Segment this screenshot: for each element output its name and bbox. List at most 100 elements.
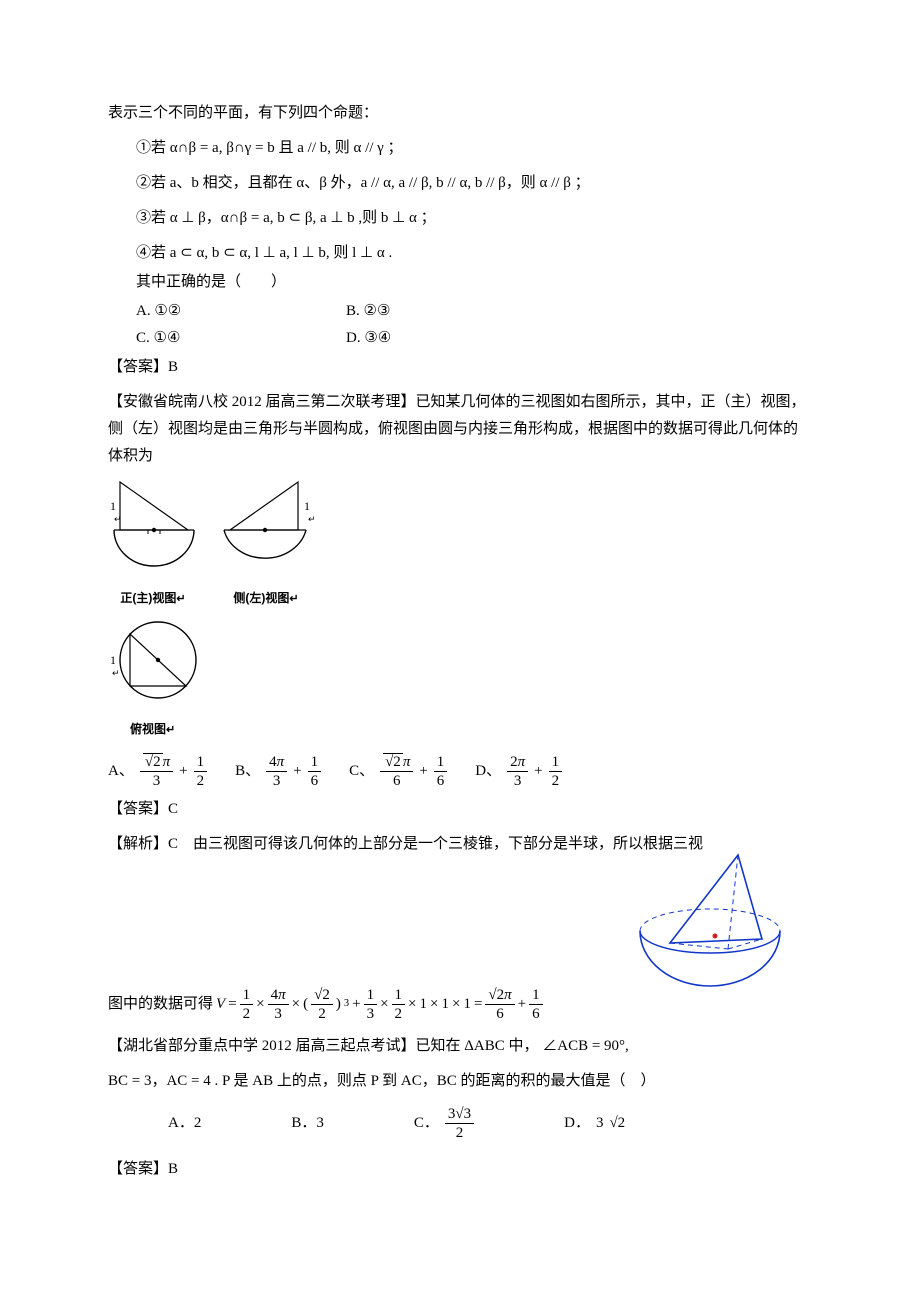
f-V: V xyxy=(216,991,225,1018)
q3-opt-a: A．2 xyxy=(168,1110,201,1137)
c-plus: + xyxy=(419,758,427,785)
b-den1: 3 xyxy=(266,772,287,790)
q2-opt-a: A、 √2π3 + 12 xyxy=(108,753,207,790)
side-view-svg: 1 ↵ xyxy=(216,480,316,575)
d-num2: 1 xyxy=(549,753,563,772)
f-one2: 1 xyxy=(441,991,449,1018)
q2-choices: A、 √2π3 + 12 B、 4π3 + 16 C、 √2π6 + 16 D、… xyxy=(108,753,810,790)
analysis-l2-prefix: 图中的数据可得 xyxy=(108,991,213,1018)
f-third-d: 3 xyxy=(364,1005,378,1023)
q2-analysis: 【解析】C 由三视图可得该几何体的上部分是一个三棱锥，下部分是半球，所以根据三视… xyxy=(108,831,810,1023)
side-dim: 1 xyxy=(304,499,310,513)
opt-c-label: C、 xyxy=(349,758,374,785)
q1-opt-d: D. ③④ xyxy=(346,325,556,352)
q1-opts-row2: C. ①④ D. ③④ xyxy=(108,325,810,352)
hemisphere-figure-icon xyxy=(620,851,800,1001)
opt-a-label: A、 xyxy=(108,758,134,785)
top-view-svg: 1 ↵ xyxy=(108,616,203,706)
front-view: 1 ↵ 正(主)视图↵ xyxy=(108,480,198,610)
q2-views-container: 1 ↵ 正(主)视图↵ 1 ↵ 侧(左)视图↵ 1 ↵ 俯视图 xyxy=(108,480,810,741)
f-t1: × xyxy=(256,991,264,1018)
q3-choices: A．2 B．3 C． 3√32 D． 3√2 xyxy=(108,1105,810,1142)
side-view: 1 ↵ 侧(左)视图↵ xyxy=(216,480,316,610)
q2-opt-b: B、 4π3 + 16 xyxy=(235,753,321,790)
opt-b-label: B、 xyxy=(235,758,260,785)
q2-answer: 【答案】C xyxy=(108,796,810,823)
q3-opt-d: D． 3√2 xyxy=(564,1110,625,1137)
f-eq1: = xyxy=(228,991,236,1018)
f-cube: 3 xyxy=(344,995,349,1014)
f-4pi-den: 3 xyxy=(268,1005,289,1023)
q3-c-label: C． xyxy=(414,1110,439,1137)
f-res1d: 6 xyxy=(485,1005,514,1023)
c-den1: 6 xyxy=(380,772,413,790)
q3-c-den: 2 xyxy=(445,1124,474,1142)
f-half-num: 1 xyxy=(240,986,254,1005)
opt-d-label: D、 xyxy=(475,758,501,785)
f-half2-n: 1 xyxy=(392,986,406,1005)
q1-intro: 表示三个不同的平面，有下列四个命题： xyxy=(108,100,810,127)
d-den2: 2 xyxy=(549,772,563,790)
front-return: ↵ xyxy=(114,514,122,524)
q1-stmt-3: ③若 α ⊥ β，α∩β = a, b ⊂ β, a ⊥ b ,则 b ⊥ α … xyxy=(108,205,810,232)
f-sqrt2n: √2 xyxy=(314,987,330,1003)
f-res1n: √2 xyxy=(488,987,504,1003)
q1-stmt-2: ②若 a、b 相交，且都在 α、β 外，a // α, a // β, b //… xyxy=(108,170,810,197)
q3-line2: BC = 3，AC = 4 . P 是 AB 上的点，则点 P 到 AC，BC … xyxy=(108,1068,810,1095)
b-den2: 6 xyxy=(308,772,322,790)
top-view: 1 ↵ 俯视图↵ xyxy=(108,616,810,741)
a-plus: + xyxy=(179,758,187,785)
q3-c-sqrt: √3 xyxy=(455,1106,471,1122)
c-num2: 1 xyxy=(434,753,448,772)
q1-stmt-1: ①若 α∩β = a, β∩γ = b 且 a // b, 则 α // γ ； xyxy=(108,135,810,162)
b-plus: + xyxy=(293,758,301,785)
f-t2: × xyxy=(292,991,300,1018)
f-t5: × xyxy=(430,991,438,1018)
side-caption: 侧(左)视图 xyxy=(233,591,289,605)
return-icon-2: ↵ xyxy=(289,593,298,605)
f-third-n: 1 xyxy=(364,986,378,1005)
q2-opt-d: D、 2π3 + 12 xyxy=(475,753,562,790)
f-rp: ) xyxy=(336,991,341,1018)
f-one3: 1 xyxy=(463,991,471,1018)
return-icon: ↵ xyxy=(176,593,185,605)
f-t3: × xyxy=(380,991,388,1018)
f-half2-d: 2 xyxy=(392,1005,406,1023)
f-eq2: = xyxy=(474,991,482,1018)
q3-d-label: D． xyxy=(564,1110,590,1137)
f-res2n: 1 xyxy=(529,986,543,1005)
side-return: ↵ xyxy=(308,514,316,524)
b-num2: 1 xyxy=(308,753,322,772)
q3-d-sqrt: √2 xyxy=(609,1110,625,1137)
f-one1: 1 xyxy=(420,991,428,1018)
c-num1: √2 xyxy=(383,753,403,770)
q3-answer: 【答案】B xyxy=(108,1156,810,1183)
f-res2d: 6 xyxy=(529,1005,543,1023)
f-t6: × xyxy=(452,991,460,1018)
a-num1: √2 xyxy=(143,753,163,770)
q1-prompt: 其中正确的是（ ） xyxy=(108,269,810,296)
d-den1: 3 xyxy=(507,772,528,790)
return-icon-3: ↵ xyxy=(166,724,175,736)
f-t4: × xyxy=(408,991,416,1018)
q3-source: 【湖北省部分重点中学 2012 届高三起点考试】已知在 ΔABC 中， ∠ACB… xyxy=(108,1033,810,1060)
front-dim: 1 xyxy=(110,499,116,513)
top-caption: 俯视图 xyxy=(130,722,166,736)
f-p1: + xyxy=(352,991,360,1018)
q1-opts-row1: A. ①② B. ②③ xyxy=(108,298,810,325)
d-plus: + xyxy=(534,758,542,785)
q3-opt-b: B．3 xyxy=(291,1110,324,1137)
front-view-svg: 1 ↵ xyxy=(108,480,198,575)
q1-opt-a: A. ①② xyxy=(136,298,346,325)
f-lp: ( xyxy=(303,991,308,1018)
q1-opt-b: B. ②③ xyxy=(346,298,556,325)
q2-source: 【安徽省皖南八校 2012 届高三第二次联考理】已知某几何体的三视图如右图所示，… xyxy=(108,389,810,470)
q2-opt-c: C、 √2π6 + 16 xyxy=(349,753,447,790)
top-return: ↵ xyxy=(112,668,120,678)
f-half-den: 2 xyxy=(240,1005,254,1023)
a-num2: 1 xyxy=(194,753,208,772)
front-caption: 正(主)视图 xyxy=(120,591,176,605)
q3-opt-c: C． 3√32 xyxy=(414,1105,474,1142)
q1-stmt-4: ④若 a ⊂ α, b ⊂ α, l ⊥ a, l ⊥ b, 则 l ⊥ α . xyxy=(108,240,810,267)
a-den1: 3 xyxy=(140,772,173,790)
